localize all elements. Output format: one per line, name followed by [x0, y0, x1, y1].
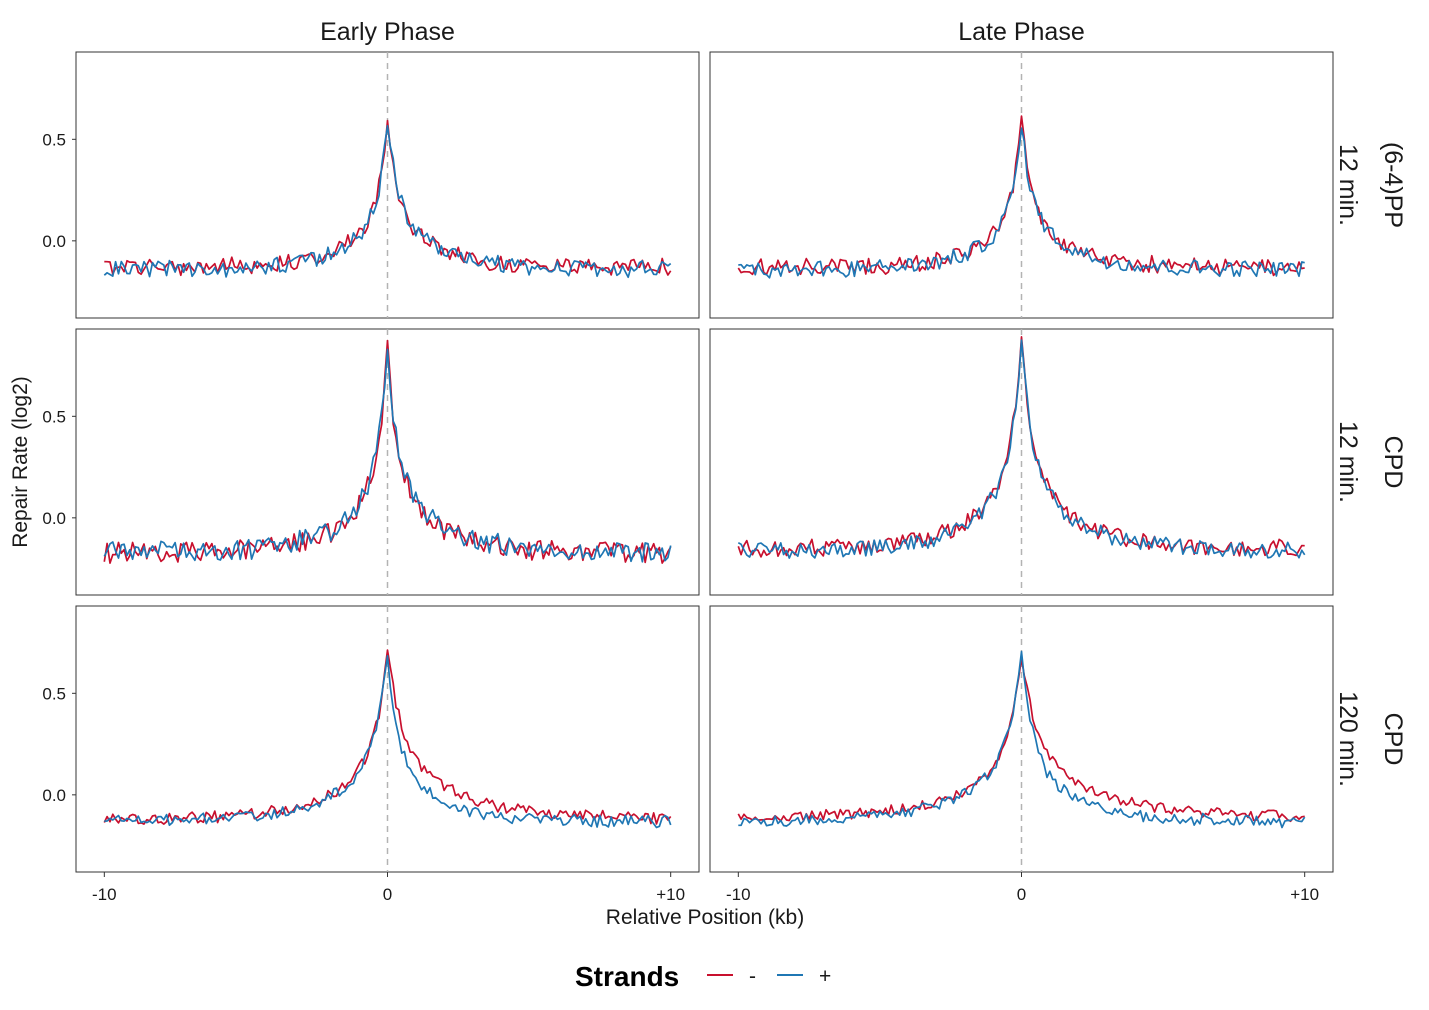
facet-row-title-line: CPD — [1379, 713, 1407, 766]
facet-row-title-line: 12 min. — [1334, 421, 1362, 503]
legend: Strands - + — [575, 961, 831, 992]
facet-row-title: CPD 12 min. — [1334, 421, 1407, 503]
x-tick-label: +10 — [656, 885, 685, 904]
facet-row-title-line: 120 min. — [1334, 691, 1362, 787]
legend-title: Strands — [575, 961, 679, 992]
series-line-plus-r2-c0 — [104, 655, 672, 829]
series-line-plus-r0-c1 — [738, 127, 1305, 279]
x-tick-label: 0 — [383, 885, 392, 904]
facet-row-title: CPD 120 min. — [1334, 691, 1407, 787]
series-line-minus-r0-c0 — [104, 119, 672, 277]
y-tick-label: 0.0 — [42, 232, 66, 251]
facet-row-title-line: 12 min. — [1334, 144, 1362, 226]
y-tick-label: 0.5 — [42, 130, 66, 149]
series-line-plus-r0-c0 — [103, 125, 672, 279]
y-tick-label: 0.5 — [42, 407, 66, 426]
series-line-plus-r2-c1 — [738, 650, 1306, 829]
series-line-minus-r2-c0 — [103, 649, 672, 825]
x-tick-label: -10 — [92, 885, 117, 904]
y-tick-label: 0.5 — [42, 684, 66, 703]
series-line-plus-r1-c0 — [103, 348, 672, 563]
x-tick-label: +10 — [1290, 885, 1319, 904]
x-tick-label: 0 — [1017, 885, 1026, 904]
legend-label-minus: - — [749, 965, 756, 988]
x-tick-label: -10 — [726, 885, 751, 904]
facet-column-title: Late Phase — [958, 18, 1085, 46]
legend-label-plus: + — [819, 965, 831, 988]
series-line-plus-r1-c1 — [737, 339, 1306, 559]
x-axis-title: Relative Position (kb) — [606, 906, 804, 929]
facet-row-title: (6-4)PP 12 min. — [1334, 142, 1407, 228]
facet-row-title-line: CPD — [1379, 436, 1407, 489]
facet-row-title-line: (6-4)PP — [1379, 142, 1407, 228]
facet-column-title: Early Phase — [320, 18, 455, 46]
y-axis-title: Repair Rate (log2) — [9, 376, 32, 548]
y-tick-label: 0.0 — [42, 786, 66, 805]
series-line-minus-r1-c0 — [103, 339, 672, 564]
y-tick-label: 0.0 — [42, 509, 66, 528]
